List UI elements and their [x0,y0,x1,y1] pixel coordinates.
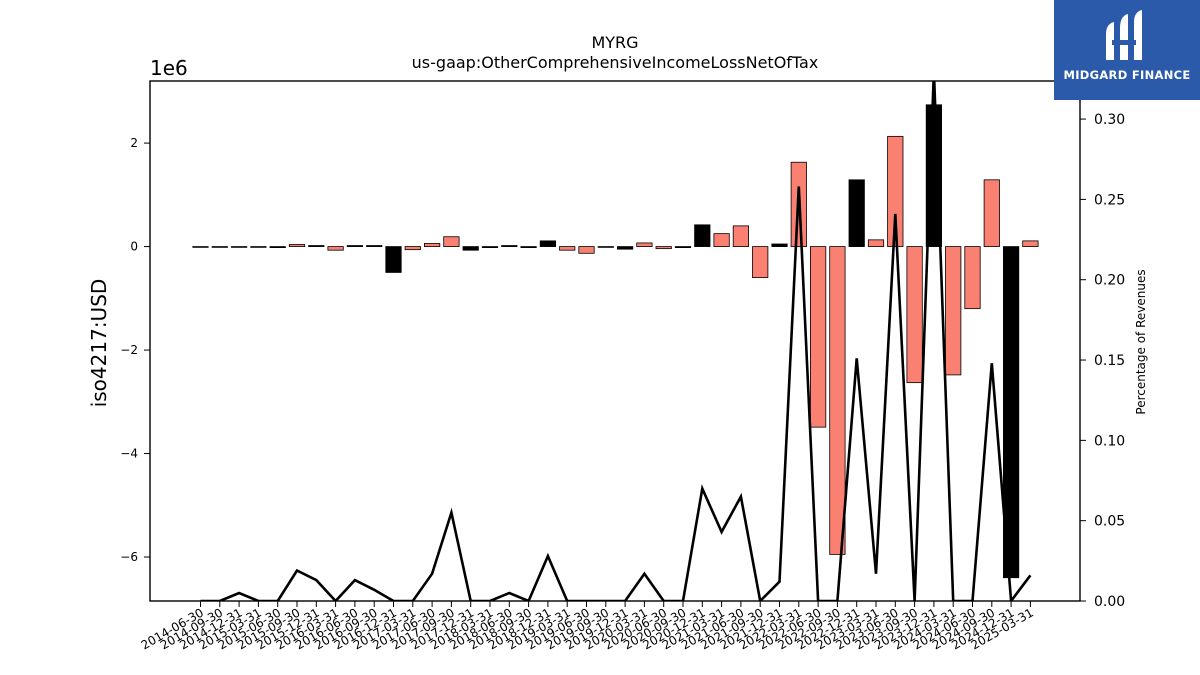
y-axis-label: iso4217:USD [87,279,111,408]
y-tick-label: −6 [120,550,138,564]
y2-tick-label: 0.15 [1094,353,1125,369]
bar-2018-03-31 [481,246,499,249]
bar-2016-09-30 [366,245,383,247]
bar-2015-12-31 [308,245,325,247]
y2-tick-label: 0.05 [1094,514,1125,530]
y2-tick-label: 0.20 [1094,273,1125,289]
y2-tick-label: 0.25 [1094,192,1125,208]
bar-2015-03-31 [250,246,267,248]
bar-2023-09-30 [906,246,923,384]
y-tick-label: 0 [130,240,138,254]
y2-tick-label: 0.10 [1094,433,1125,449]
bar-2021-12-31 [771,243,788,247]
bar-2015-06-30 [269,246,286,249]
y-axis-left: −6 −4 −2 0 2 [120,136,150,564]
bar-2014-12-31 [230,246,248,248]
chart-subtitle: us-gaap:OtherComprehensiveIncomeLossNetO… [412,53,819,72]
bar-2019-09-30 [597,246,614,248]
bar-2022-12-31 [848,179,865,247]
bar-2014-06-30 [192,246,209,248]
logo-text: MIDGARD FINANCE [1063,68,1191,82]
y2-tick-label: 0.30 [1094,112,1125,128]
bar-2017-06-30 [423,243,441,247]
bar-2020-06-30 [655,246,672,250]
bar-2024-06-30 [964,246,981,310]
bar-2017-09-30 [443,236,460,247]
bar-2016-12-31 [385,246,402,273]
percentage-line-series [200,81,1032,601]
bar-2024-12-31 [1003,246,1020,579]
y-tick-label: −2 [120,343,138,357]
bar-2014-09-30 [211,246,228,248]
bar-2017-12-31 [462,246,479,251]
bar-2024-03-31 [945,246,962,376]
bar-2019-03-31 [559,246,576,251]
bar-2025-03-31 [1022,240,1039,247]
bar-2020-03-31 [636,242,653,247]
plot-frame [149,80,1081,602]
y2-tick-label: 0.00 [1094,594,1125,610]
x-axis: 2014-06-302014-09-302014-12-312015-03-31… [139,601,1036,652]
bar-2020-12-31 [694,224,711,247]
y-tick-label: −4 [120,447,138,461]
chart-title: MYRG [591,33,638,52]
y-offset-label: 1e6 [150,56,188,80]
bar-2021-09-30 [752,246,769,279]
percentage-line [200,81,1032,601]
y2-axis-label: Percentage of Revenues [1134,269,1148,414]
y-tick-label: 2 [130,136,138,150]
bar-2021-06-30 [732,225,750,247]
bar-2019-12-31 [617,246,634,250]
bar-2019-06-30 [578,246,595,254]
brand-logo: MIDGARD FINANCE [1054,0,1200,100]
bar-2023-03-31 [867,239,885,247]
bar-series [192,104,1039,579]
y-axis-right: 0.00 0.05 0.10 0.15 0.20 0.25 0.30 [1080,112,1125,610]
bar-2018-12-31 [539,240,557,247]
bar-2022-09-30 [829,246,846,555]
bar-2023-06-30 [887,135,904,247]
bar-2016-03-31 [327,246,344,251]
bar-2018-06-30 [501,245,518,247]
bar-2020-09-30 [674,246,692,249]
bar-2022-06-30 [810,246,827,428]
bar-2015-09-30 [288,244,306,247]
logo-emblem-icon [1106,10,1142,60]
bar-2016-06-30 [346,245,364,247]
bar-2018-09-30 [520,246,537,249]
bar-2017-03-31 [404,246,421,251]
bar-2021-03-31 [713,233,730,247]
bar-2024-09-30 [983,179,1000,247]
